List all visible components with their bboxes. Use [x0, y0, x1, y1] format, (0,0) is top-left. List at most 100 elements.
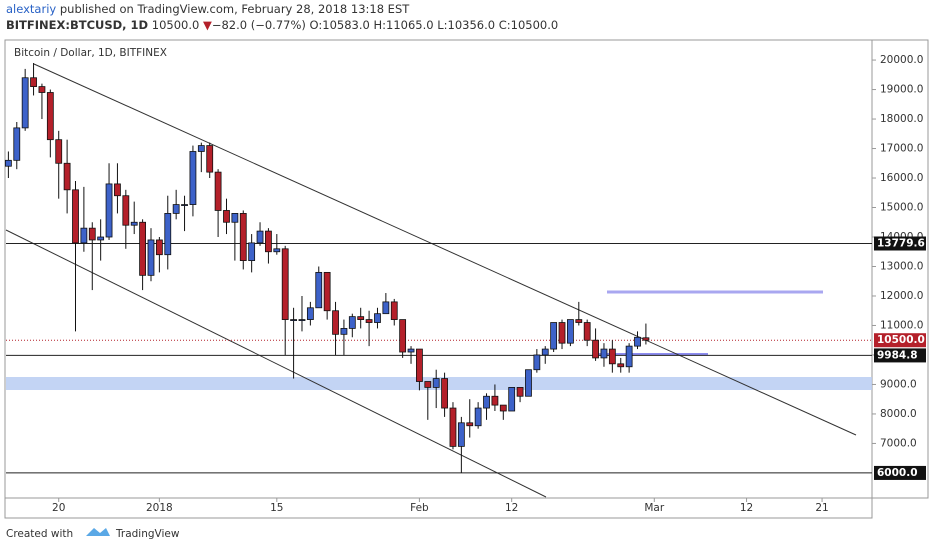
level-label: 9984.8: [877, 349, 918, 361]
level-tag: [874, 348, 926, 363]
candle-body: [231, 213, 239, 223]
candle-body: [382, 301, 390, 315]
candle-body: [147, 239, 155, 276]
candle-body: [130, 221, 138, 226]
candle-body: [172, 204, 180, 214]
candle-body: [114, 183, 121, 197]
y-tick-label: 7000.0: [880, 437, 917, 449]
candle-body: [290, 319, 297, 321]
candle-body: [642, 337, 650, 341]
footer-brand: TradingView: [115, 528, 180, 540]
y-tick-label: 13000.0: [880, 260, 923, 272]
candle-body: [105, 183, 113, 238]
candle-body: [416, 348, 423, 382]
y-tick-label: 9000.0: [880, 378, 917, 390]
candle-body: [30, 77, 37, 87]
y-tick-label: 12000.0: [880, 290, 923, 302]
last-price-label: 10500.0: [877, 334, 925, 346]
candle-body: [525, 369, 532, 397]
y-tick-label: 20000.0: [880, 54, 923, 66]
candle-body: [466, 422, 474, 427]
candle-body: [97, 236, 105, 241]
candle-body: [80, 227, 88, 244]
candle-body: [508, 387, 516, 412]
y-tick-label: 15000.0: [880, 202, 923, 214]
candle-body: [139, 221, 147, 276]
candle-body: [155, 239, 163, 256]
candle-body: [441, 378, 448, 409]
y-tick-label: 16000.0: [880, 172, 923, 184]
upper-trendline: [33, 63, 857, 436]
candle-body: [248, 242, 256, 261]
candle-body: [206, 145, 214, 173]
candle-body: [38, 86, 46, 93]
candle-body: [575, 319, 583, 323]
candle-body: [189, 151, 197, 205]
candle-body: [407, 348, 415, 353]
candle-body: [457, 422, 465, 447]
candle-body: [608, 348, 616, 365]
x-tick-label: 21: [815, 502, 828, 514]
candle-body: [348, 316, 356, 329]
candle-body: [214, 171, 222, 211]
level-tag: [874, 465, 926, 480]
candle-body: [491, 395, 499, 406]
y-tick-label: 17000.0: [880, 143, 923, 155]
candle-body: [550, 322, 558, 350]
candle-body: [273, 248, 281, 253]
x-tick-label: Feb: [410, 502, 429, 514]
candle-body: [474, 407, 482, 427]
x-tick-label: Mar: [644, 502, 664, 514]
author: alextariy: [6, 2, 56, 16]
candle-body: [583, 322, 591, 341]
level-label: 13779.6: [877, 238, 925, 250]
candle-body: [625, 345, 633, 368]
y-tick-label: 11000.0: [880, 319, 923, 331]
close: C:10500.0: [499, 18, 558, 32]
last: 10500.0: [152, 18, 200, 32]
candle-body: [424, 381, 432, 388]
level-tag: [874, 236, 926, 251]
candle-body: [390, 301, 398, 320]
level-label: 6000.0: [877, 467, 918, 479]
candle-body: [265, 230, 272, 253]
candle-body: [46, 92, 54, 141]
x-tick-label: 12: [505, 502, 518, 514]
candle-body: [281, 248, 289, 320]
candle-body: [365, 319, 373, 323]
candle-body: [432, 378, 440, 388]
candle-body: [197, 145, 205, 152]
symbol: BITFINEX:BTCUSD, 1D: [6, 18, 148, 32]
time-axis-frame: [4, 497, 873, 519]
candle-body: [600, 348, 608, 359]
candle-body: [4, 159, 12, 167]
candle-body: [306, 307, 314, 320]
candle-body: [323, 271, 331, 312]
header-line-2: BITFINEX:BTCUSD, 1D 10500.0 ▼−82.0 (−0.7…: [6, 18, 558, 32]
published: published on TradingView.com, February 2…: [60, 2, 410, 16]
candle-body: [88, 227, 96, 241]
candle-body: [13, 127, 21, 161]
candle-body: [122, 195, 130, 226]
candle-body: [55, 139, 63, 164]
header-line-1: alextariy published on TradingView.com, …: [6, 2, 410, 16]
high: H:11065.0: [373, 18, 433, 32]
candle-body: [181, 204, 188, 206]
x-tick-label: 12: [740, 502, 753, 514]
candle-body: [298, 319, 306, 321]
candle-body: [374, 313, 381, 323]
candle-body: [357, 316, 365, 320]
last-price-tag: [874, 333, 926, 348]
y-tick-label: 8000.0: [880, 408, 917, 420]
change: −82.0 (−0.77%): [212, 18, 306, 32]
x-tick-label: 20: [52, 502, 65, 514]
candle-body: [541, 348, 549, 356]
candle-body: [164, 213, 172, 256]
candle-body: [634, 336, 641, 347]
candle-body: [592, 339, 599, 359]
candle-body: [340, 328, 348, 335]
footer-created: Created with: [6, 528, 73, 540]
candle-body: [223, 210, 230, 223]
